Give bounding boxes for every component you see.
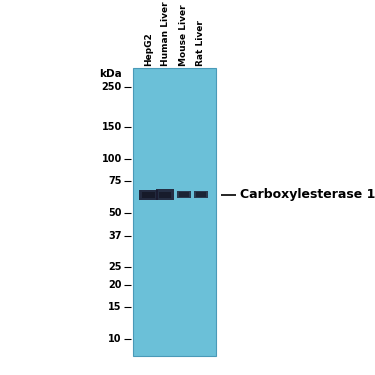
Text: 75: 75 [108,176,122,186]
Text: 20: 20 [108,279,122,290]
Bar [179,192,189,197]
Text: Rat Liver: Rat Liver [196,20,205,66]
Text: 150: 150 [102,122,122,132]
Bar [156,189,174,200]
Bar [194,191,208,198]
Text: HepG2: HepG2 [144,32,153,66]
Text: kDa: kDa [99,69,122,80]
Bar [196,192,206,197]
Text: 10: 10 [108,334,122,344]
Text: 250: 250 [102,82,122,92]
Bar [159,192,171,198]
Text: Carboxylesterase 1: Carboxylesterase 1 [240,188,375,201]
Bar [177,191,191,198]
Text: 100: 100 [102,153,122,164]
Text: 25: 25 [108,262,122,272]
Text: Human Liver: Human Liver [160,1,170,66]
Text: 50: 50 [108,208,122,218]
Bar [133,68,216,356]
Bar [142,192,154,198]
Text: Mouse Liver: Mouse Liver [179,4,188,66]
Text: 37: 37 [108,231,122,242]
Bar [139,190,158,200]
Text: 15: 15 [108,302,122,312]
